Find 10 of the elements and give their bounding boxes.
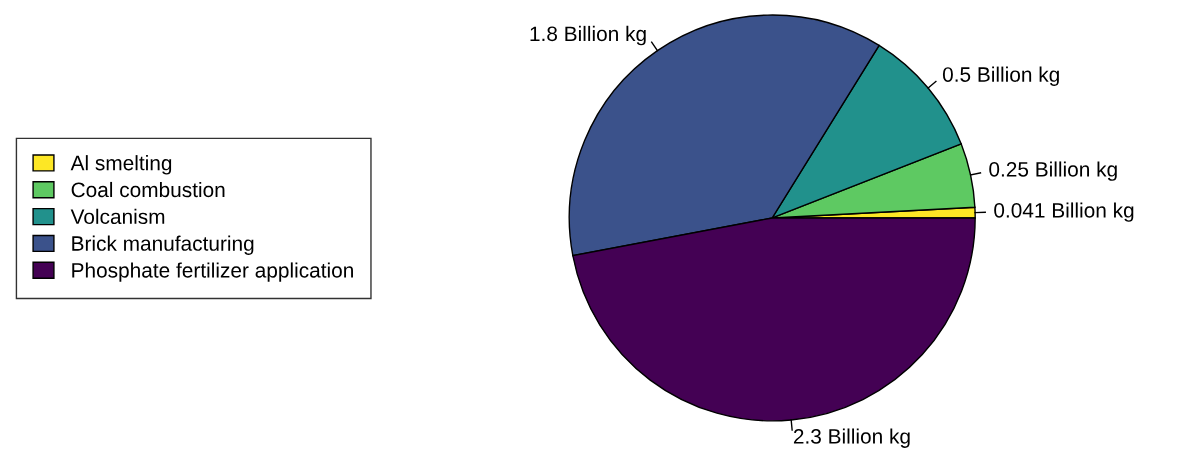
legend-label: Volcanism <box>70 208 165 225</box>
data-label: 1.8 Billion kg <box>530 25 646 46</box>
legend-label: Al smelting <box>70 155 172 175</box>
data-label: 2.3 Billion kg <box>793 428 910 448</box>
legend-label: Brick manufacturing <box>72 235 254 255</box>
data-label: 0.5 Billion kg <box>942 66 1059 87</box>
data-label: 0.25 Billion kg <box>989 161 1117 181</box>
data-label: 0.041 Billion kg <box>994 202 1134 222</box>
legend-label: Phosphate fertilizer application <box>72 262 353 282</box>
legend-label: Coal combustion <box>71 181 225 198</box>
